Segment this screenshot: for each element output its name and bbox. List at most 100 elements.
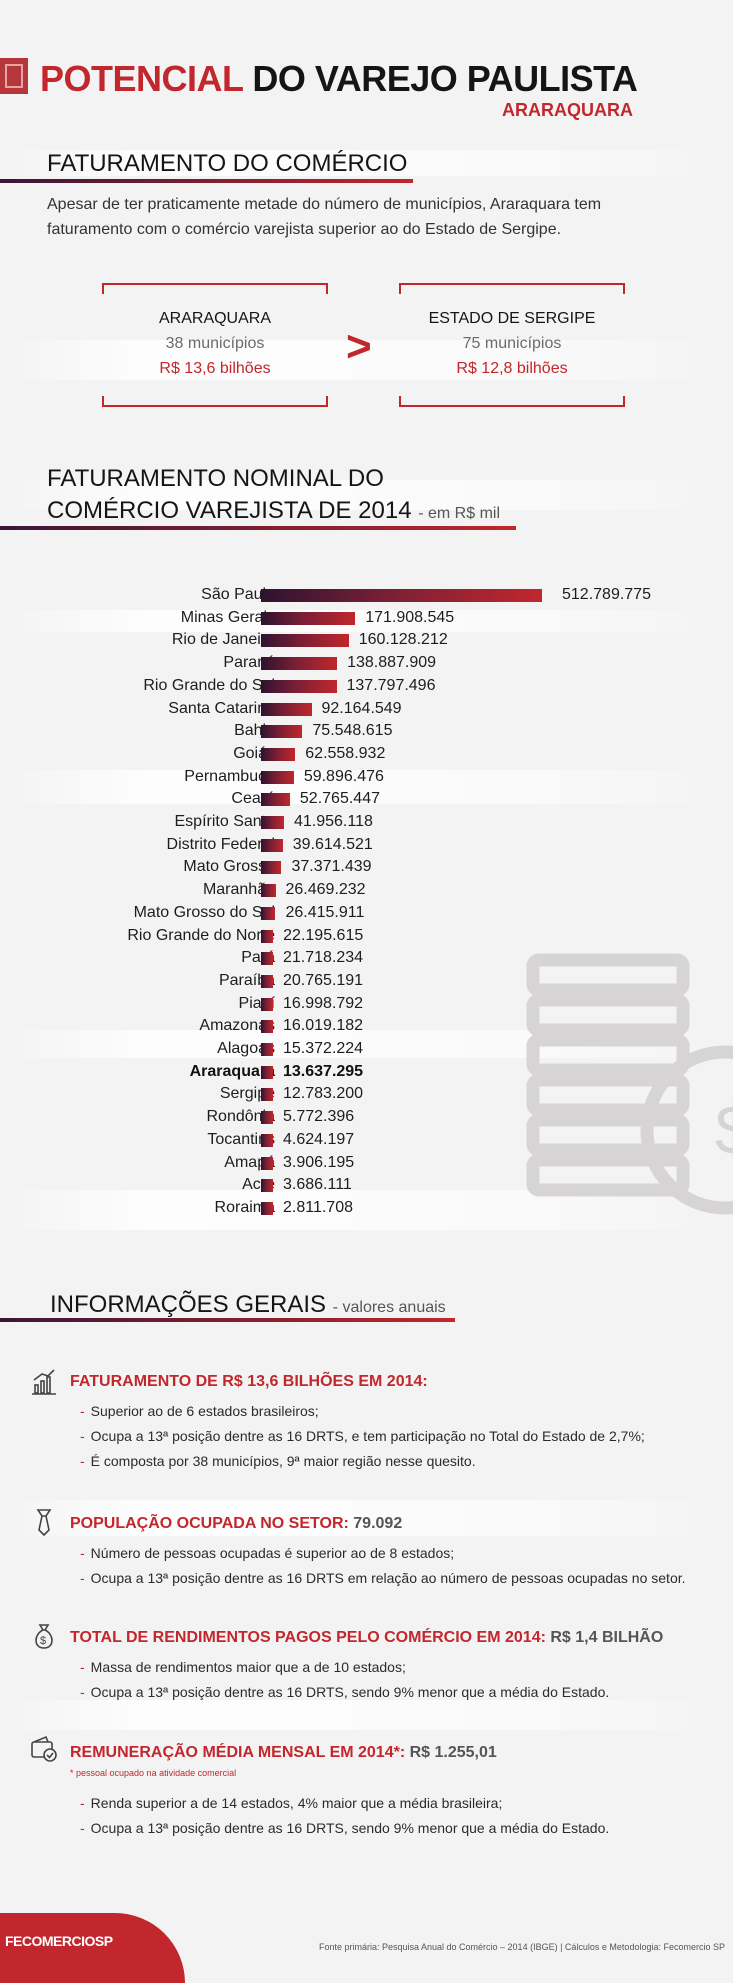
section-heading-faturamento: FATURAMENTO DO COMÉRCIO	[47, 150, 408, 177]
bar	[261, 1088, 273, 1102]
bar	[261, 793, 290, 807]
bar-label: Rondônia	[206, 1108, 276, 1126]
compare-name: ESTADO DE SERGIPE	[428, 310, 596, 327]
bar-label: Alagoas	[217, 1040, 275, 1057]
bar	[261, 611, 356, 625]
bar-value-label: 16.998.792	[283, 994, 364, 1012]
compare-valor: R$ 12,8 bilhões	[456, 360, 568, 377]
bar-value-label: 137.797.496	[346, 676, 436, 694]
info-s3-value: R$ 1,4 BILHÃO	[550, 1629, 664, 1646]
bar-label: Pernambuco	[184, 767, 275, 785]
info-s2-title: POPULAÇÃO OCUPADA NO SETOR: 79.092	[70, 1515, 403, 1532]
chart-heading-line2: COMÉRCIO VAREJISTA DE 2014 - em R$ mil	[47, 497, 500, 525]
bar-value-label: 52.765.447	[299, 790, 380, 808]
bar-value-label: 512.789.775	[562, 586, 651, 603]
info-s3-bullet: - Ocupa a 13ª posição dentre as 16 DRTS, …	[80, 1684, 610, 1700]
bar-label: Mato Grosso	[183, 858, 275, 876]
info-s1-title: FATURAMENTO DE R$ 13,6 BILHÕES EM 2014:	[70, 1373, 428, 1390]
coins-watermark-icon: $	[526, 953, 733, 1215]
header-logo-mark-inner	[5, 64, 23, 88]
tie-icon	[36, 1509, 52, 1536]
bar	[261, 929, 274, 943]
info-s2-bullet: - Número de pessoas ocupadas é superior a…	[80, 1545, 455, 1561]
bar-value-label: 160.128.212	[358, 631, 448, 649]
money-bag-icon: $	[35, 1624, 53, 1649]
bar-label: Rio de Janeiro	[171, 631, 275, 649]
bar-value-label: 75.548.615	[312, 722, 393, 740]
page-title-highlight: POTENCIAL	[40, 58, 243, 99]
bar	[261, 657, 338, 671]
svg-text:$: $	[715, 1091, 733, 1169]
bar-value-label: 16.019.182	[283, 1017, 364, 1035]
bar-chart-icon	[32, 1369, 56, 1395]
bar	[261, 838, 283, 852]
bar-value-label: 3.686.111	[283, 1176, 352, 1194]
info-s1-bullet: - Ocupa a 13ª posição dentre as 16 DRTS, …	[80, 1428, 645, 1444]
bar	[261, 1201, 273, 1215]
bar	[261, 1111, 273, 1125]
chart-heading-line1: FATURAMENTO NOMINAL DO	[47, 465, 384, 492]
footer-logo: FECOMERCIOSP	[5, 1933, 113, 1949]
info-s4-note: * pessoal ocupado na atividade comercial	[70, 1768, 237, 1778]
info-s1-bullet: -É composta por 38 municípios, 9ª maior …	[80, 1453, 476, 1469]
info-s4-title: REMUNERAÇÃO MÉDIA MENSAL EM 2014*: R$ 1.…	[70, 1744, 497, 1761]
bar	[261, 679, 337, 693]
info-s4-bullet: - Ocupa a 13ª posição dentre as 16 DRTS, …	[80, 1820, 610, 1836]
compare-name: ARARAQUARA	[158, 310, 272, 327]
info-s2-bullet: - Ocupa a 13ª posição dentre as 16 DRTS e…	[80, 1570, 686, 1586]
bar-label: Maranhão	[202, 881, 275, 899]
bar	[261, 747, 296, 761]
bar	[261, 1133, 273, 1147]
chart-unit: - em R$ mil	[418, 505, 500, 522]
bar-label: Araraquara	[189, 1062, 275, 1080]
bar	[261, 725, 303, 739]
bar-value-label: 20.765.191	[283, 971, 364, 989]
section-heading-underline	[0, 179, 413, 183]
bar	[261, 884, 276, 898]
footer-source: Fonte primária: Pesquisa Anual do Comérc…	[318, 1942, 725, 1952]
bar-label: Rio Grande do Sul	[143, 676, 275, 694]
bar-value-label: 59.896.476	[303, 767, 384, 785]
bar	[261, 702, 312, 716]
bar-value-label: 171.908.545	[365, 608, 455, 626]
bar-value-label: 5.772.396	[283, 1108, 355, 1126]
compare-municipios: 38 municípios	[165, 335, 265, 352]
bar-label: Minas Gerais	[180, 608, 275, 626]
bar-value-label: 138.887.909	[347, 654, 437, 672]
bar-value-label: 92.164.549	[321, 699, 402, 717]
info-heading: INFORMAÇÕES GERAIS - valores anuais	[50, 1291, 446, 1319]
bar-value-label: 4.624.197	[283, 1130, 355, 1148]
info-s3-bullet: - Massa de rendimentos maior que a de 10 …	[80, 1659, 406, 1675]
bar	[261, 634, 349, 648]
chart-heading-underline	[0, 526, 516, 530]
bar-value-label: 13.637.295	[283, 1062, 364, 1080]
bar	[261, 1065, 273, 1079]
bar-label: Mato Grosso do Sul	[133, 903, 275, 921]
info-s2-value: 79.092	[353, 1515, 403, 1532]
bar-label: Espírito Santo	[174, 813, 276, 830]
bar	[261, 1179, 273, 1193]
compare-municipios: 75 municípios	[462, 335, 562, 352]
bar-value-label: 26.415.911	[285, 903, 365, 921]
info-heading-sub: - valores anuais	[332, 1299, 446, 1316]
faturamento-text-line1: Apesar de ter praticamente metade do núm…	[47, 196, 602, 213]
info-s1-bullet: - Superior ao de 6 estados brasileiros;	[80, 1403, 319, 1419]
bar-value-label: 62.558.932	[305, 744, 386, 762]
wallet-check-icon	[31, 1735, 57, 1762]
bar	[261, 1043, 273, 1056]
info-heading-text: INFORMAÇÕES GERAIS	[50, 1291, 327, 1318]
bar	[261, 770, 294, 784]
info-s4-bullet: - Renda superior a de 14 estados, 4% maio…	[80, 1795, 503, 1811]
bar-label: Rio Grande do Norte	[127, 926, 275, 944]
bar-value-label: 37.371.439	[291, 858, 372, 876]
bar-value-label: 12.783.200	[283, 1085, 364, 1103]
bar-value-label: 41.956.118	[293, 813, 373, 830]
bar	[261, 861, 282, 875]
page-title-rest: DO VAREJO PAULISTA	[252, 58, 638, 99]
bar-value-label: 3.906.195	[283, 1153, 355, 1171]
compare-valor: R$ 13,6 bilhões	[159, 360, 271, 377]
greater-than-icon: >	[346, 322, 372, 371]
bar	[261, 816, 284, 829]
bar	[261, 974, 273, 988]
